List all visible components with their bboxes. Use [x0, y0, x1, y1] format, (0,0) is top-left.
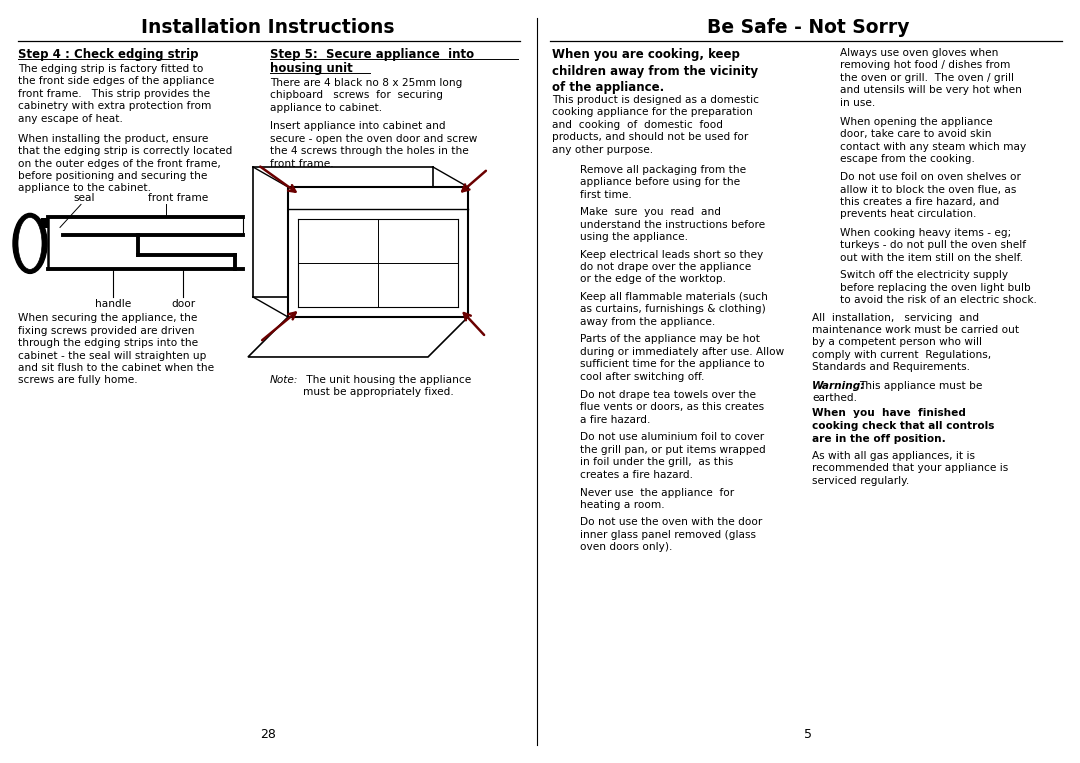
Text: When you are cooking, keep
children away from the vicinity
of the appliance.: When you are cooking, keep children away…	[552, 48, 758, 94]
Text: earthed.: earthed.	[812, 393, 858, 403]
Text: Step 4 : Check edging strip: Step 4 : Check edging strip	[18, 48, 199, 61]
Text: handle: handle	[95, 299, 131, 310]
Text: When securing the appliance, the
fixing screws provided are driven
through the e: When securing the appliance, the fixing …	[18, 314, 214, 385]
Text: Insert appliance into cabinet and
secure - open the oven door and screw
the 4 sc: Insert appliance into cabinet and secure…	[270, 121, 477, 169]
Text: Do not use the oven with the door
inner glass panel removed (glass
oven doors on: Do not use the oven with the door inner …	[580, 517, 762, 552]
Text: 5: 5	[804, 728, 812, 741]
Text: This appliance must be: This appliance must be	[859, 382, 983, 391]
Text: Parts of the appliance may be hot
during or immediately after use. Allow
suffici: Parts of the appliance may be hot during…	[580, 334, 784, 382]
Text: When  you  have  finished
cooking check that all controls
are in the off positio: When you have finished cooking check tha…	[812, 408, 995, 444]
Text: Do not use foil on oven shelves or
allow it to block the oven flue, as
this crea: Do not use foil on oven shelves or allow…	[840, 172, 1021, 220]
Text: When installing the product, ensure
that the edging strip is correctly located
o: When installing the product, ensure that…	[18, 134, 232, 193]
Text: Step 5:  Secure appliance  into: Step 5: Secure appliance into	[270, 48, 474, 61]
Text: housing unit: housing unit	[270, 62, 353, 75]
Text: Be Safe - Not Sorry: Be Safe - Not Sorry	[706, 18, 909, 37]
Text: Keep all flammable materials (such
as curtains, furnishings & clothing)
away fro: Keep all flammable materials (such as cu…	[580, 292, 768, 327]
Text: Always use oven gloves when
removing hot food / dishes from
the oven or grill.  : Always use oven gloves when removing hot…	[840, 48, 1022, 108]
Text: Make  sure  you  read  and
understand the instructions before
using the applianc: Make sure you read and understand the in…	[580, 208, 765, 242]
Text: There are 4 black no 8 x 25mm long
chipboard   screws  for  securing
appliance t: There are 4 black no 8 x 25mm long chipb…	[270, 78, 462, 113]
Text: seal: seal	[73, 193, 95, 204]
Text: Never use  the appliance  for
heating a room.: Never use the appliance for heating a ro…	[580, 488, 734, 510]
Text: Remove all packaging from the
appliance before using for the
first time.: Remove all packaging from the appliance …	[580, 165, 746, 200]
Text: Warning:: Warning:	[812, 382, 865, 391]
Polygon shape	[288, 187, 468, 317]
Text: As with all gas appliances, it is
recommended that your appliance is
serviced re: As with all gas appliances, it is recomm…	[812, 451, 1009, 485]
Ellipse shape	[18, 217, 42, 269]
Text: Keep electrical leads short so they
do not drape over the appliance
or the edge : Keep electrical leads short so they do n…	[580, 250, 764, 285]
Text: Installation Instructions: Installation Instructions	[141, 18, 395, 37]
Text: The unit housing the appliance
must be appropriately fixed.: The unit housing the appliance must be a…	[303, 375, 471, 398]
Text: All  installation,   servicing  and
maintenance work must be carried out
by a co: All installation, servicing and maintena…	[812, 313, 1020, 372]
Text: door: door	[171, 299, 195, 310]
Text: The edging strip is factory fitted to
the front side edges of the appliance
fron: The edging strip is factory fitted to th…	[18, 64, 214, 124]
Text: Do not drape tea towels over the
flue vents or doors, as this creates
a fire haz: Do not drape tea towels over the flue ve…	[580, 390, 765, 425]
Bar	[41, 218, 49, 228]
Text: front frame: front frame	[148, 193, 208, 204]
Text: When opening the appliance
door, take care to avoid skin
contact with any steam : When opening the appliance door, take ca…	[840, 117, 1026, 164]
Text: When cooking heavy items - eg;
turkeys - do not pull the oven shelf
out with the: When cooking heavy items - eg; turkeys -…	[840, 228, 1026, 262]
Text: Switch off the electricity supply
before replacing the oven light bulb
to avoid : Switch off the electricity supply before…	[840, 270, 1037, 305]
Text: Note:: Note:	[270, 375, 298, 385]
Text: 28: 28	[260, 728, 275, 741]
Text: This product is designed as a domestic
cooking appliance for the preparation
and: This product is designed as a domestic c…	[552, 95, 759, 155]
Text: Do not use aluminium foil to cover
the grill pan, or put items wrapped
in foil u: Do not use aluminium foil to cover the g…	[580, 433, 766, 480]
Ellipse shape	[13, 214, 48, 273]
Polygon shape	[248, 317, 468, 357]
